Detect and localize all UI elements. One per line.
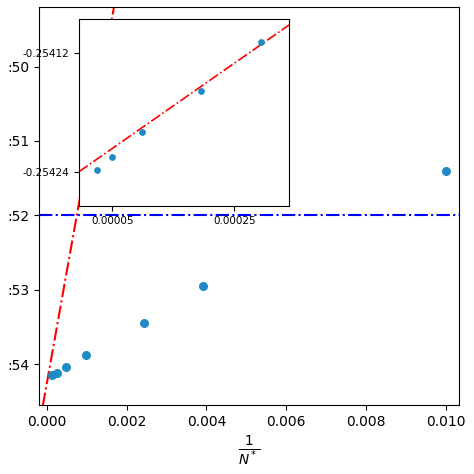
Point bbox=[82, 352, 90, 359]
Point bbox=[53, 369, 60, 377]
Point bbox=[48, 372, 55, 379]
X-axis label: $\frac{1}{N^*}$: $\frac{1}{N^*}$ bbox=[238, 435, 260, 467]
Point bbox=[442, 167, 449, 174]
Point bbox=[63, 364, 70, 371]
Point bbox=[199, 283, 206, 290]
Point bbox=[140, 319, 148, 327]
